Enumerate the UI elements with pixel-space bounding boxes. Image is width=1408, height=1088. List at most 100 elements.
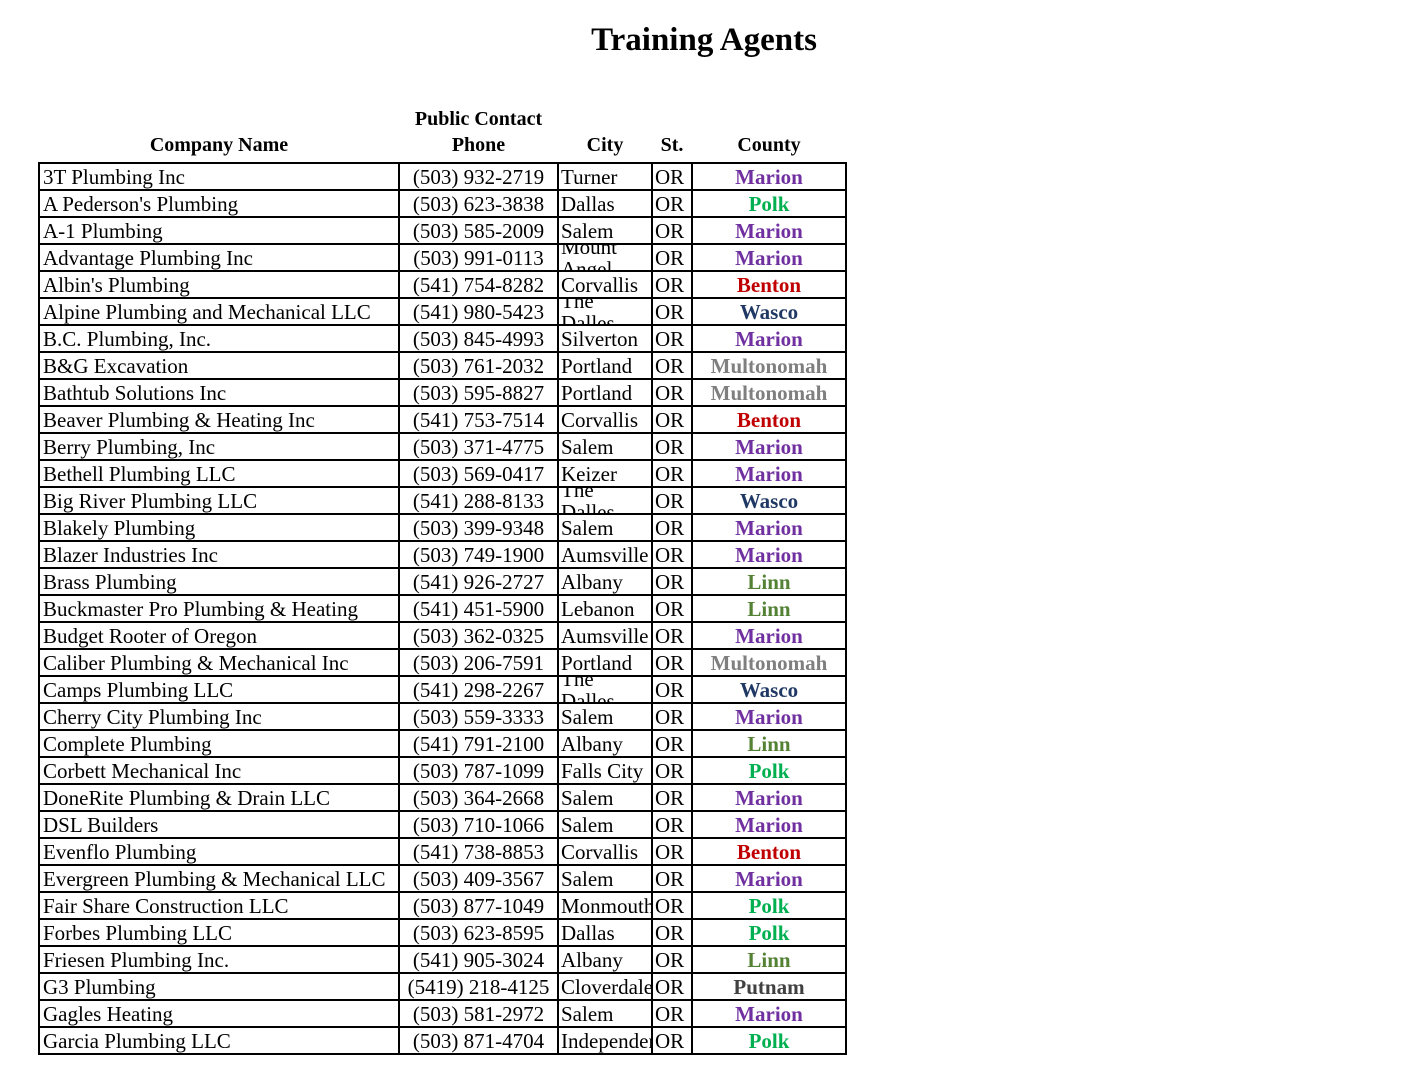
table-row: Camps Plumbing LLC (541) 298-2267 The Dall… [38,675,847,704]
county-text: Polk [748,893,790,918]
phone-cell: (503) 623-8595 [398,918,559,947]
table-row: DoneRite Plumbing & Drain LLC (503) 364-2… [38,783,847,812]
phone-text: (503) 409-3567 [412,866,545,891]
city-text: The Dalles [561,488,615,513]
st-text: OR [655,191,685,216]
city-cell: Albany [557,729,653,758]
phone-cell: (503) 585-2009 [398,216,559,245]
phone-cell: (503) 710-1066 [398,810,559,839]
phone-cell: (541) 926-2727 [398,567,559,596]
county-cell: Benton [691,270,847,299]
county-text: Benton [736,272,802,297]
st-cell: OR [651,648,693,677]
phone-text: (503) 877-1049 [412,893,545,918]
st-text: OR [655,704,685,729]
column-header: County [692,106,846,164]
st-cell: OR [651,945,693,974]
company-cell: Beaver Plumbing & Heating Inc [38,405,400,434]
table-row: Cherry City Plumbing Inc (503) 559-3333 Sa… [38,702,847,731]
phone-cell: (503) 409-3567 [398,864,559,893]
city-cell: Keizer [557,459,653,488]
column-header: Company Name [39,106,399,164]
st-text: OR [655,623,685,648]
city-text: Salem [561,704,614,729]
county-text: Multonomah [710,380,828,405]
st-text: OR [655,758,685,783]
company-text: DoneRite Plumbing & Drain LLC [43,785,330,810]
st-cell: OR [651,756,693,785]
table-row: Budget Rooter of Oregon (503) 362-0325 Aum… [38,621,847,650]
city-text: Aumsville [561,542,649,567]
city-text: Falls City [561,758,644,783]
city-text: Albany [561,731,623,756]
county-cell: Marion [691,702,847,731]
phone-text: (541) 754-8282 [412,272,545,297]
company-cell: B&G Excavation [38,351,400,380]
company-text: Caliber Plumbing & Mechanical Inc [43,650,349,675]
st-text: OR [655,1001,685,1026]
st-cell: OR [651,918,693,947]
company-cell: Complete Plumbing [38,729,400,758]
table-row: A-1 Plumbing (503) 585-2009 Salem OR Marion [38,216,847,245]
st-text: OR [655,947,685,972]
st-text: OR [655,218,685,243]
city-cell: Salem [557,783,653,812]
company-cell: Budget Rooter of Oregon [38,621,400,650]
city-text: Corvallis [561,839,638,864]
county-cell: Marion [691,540,847,569]
table-row: Berry Plumbing, Inc (503) 371-4775 Salem OR… [38,432,847,461]
company-text: Brass Plumbing [43,569,177,594]
phone-text: (503) 845-4993 [412,326,545,351]
company-text: G3 Plumbing [43,974,156,999]
phone-text: (503) 371-4775 [412,434,545,459]
phone-text: (503) 399-9348 [412,515,545,540]
county-text: Marion [735,326,803,351]
st-text: OR [655,920,685,945]
table-row: Evenflo Plumbing (541) 738-8853 Corvallis O… [38,837,847,866]
county-cell: Marion [691,783,847,812]
company-cell: Friesen Plumbing Inc. [38,945,400,974]
city-cell: Falls City [557,756,653,785]
county-cell: Polk [691,189,847,218]
county-cell: Linn [691,729,847,758]
table-body: 3T Plumbing Inc (503) 932-2719 Turner OR Mar… [38,162,847,1055]
city-text: The Dalles [561,677,615,702]
phone-text: (541) 791-2100 [412,731,545,756]
company-cell: Cherry City Plumbing Inc [38,702,400,731]
company-text: Alpine Plumbing and Mechanical LLC [43,299,371,324]
company-text: Big River Plumbing LLC [43,488,258,513]
company-text: Complete Plumbing [43,731,212,756]
county-cell: Polk [691,756,847,785]
county-cell: Marion [691,432,847,461]
st-cell: OR [651,702,693,731]
city-cell: Salem [557,513,653,542]
city-text: Mount Angel [561,245,618,270]
st-cell: OR [651,351,693,380]
phone-text: (541) 905-3024 [412,947,545,972]
phone-text: (541) 753-7514 [412,407,545,432]
county-text: Marion [735,785,803,810]
st-cell: OR [651,540,693,569]
phone-cell: (503) 581-2972 [398,999,559,1028]
table-row: Caliber Plumbing & Mechanical Inc (503) 2… [38,648,847,677]
phone-cell: (503) 761-2032 [398,351,559,380]
table-row: Corbett Mechanical Inc (503) 787-1099 Fall… [38,756,847,785]
phone-cell: (503) 845-4993 [398,324,559,353]
phone-text: (503) 559-3333 [412,704,545,729]
phone-cell: (503) 371-4775 [398,432,559,461]
phone-cell: (541) 451-5900 [398,594,559,623]
phone-text: (503) 749-1900 [412,542,545,567]
city-text: Silverton [561,326,638,351]
city-cell: Albany [557,945,653,974]
city-text: Portland [561,353,633,378]
county-text: Marion [735,812,803,837]
county-cell: Marion [691,864,847,893]
table-row: 3T Plumbing Inc (503) 932-2719 Turner OR Mar… [38,162,847,191]
phone-cell: (503) 623-3838 [398,189,559,218]
phone-text: (541) 926-2727 [412,569,545,594]
county-cell: Marion [691,810,847,839]
city-cell: Salem [557,216,653,245]
company-text: Budget Rooter of Oregon [43,623,258,648]
company-text: A Pederson's Plumbing [43,191,239,216]
st-cell: OR [651,675,693,704]
